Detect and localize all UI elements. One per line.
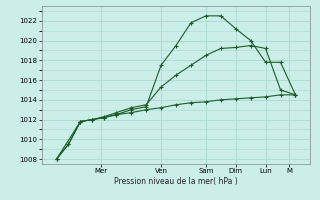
X-axis label: Pression niveau de la mer( hPa ): Pression niveau de la mer( hPa ): [114, 177, 238, 186]
